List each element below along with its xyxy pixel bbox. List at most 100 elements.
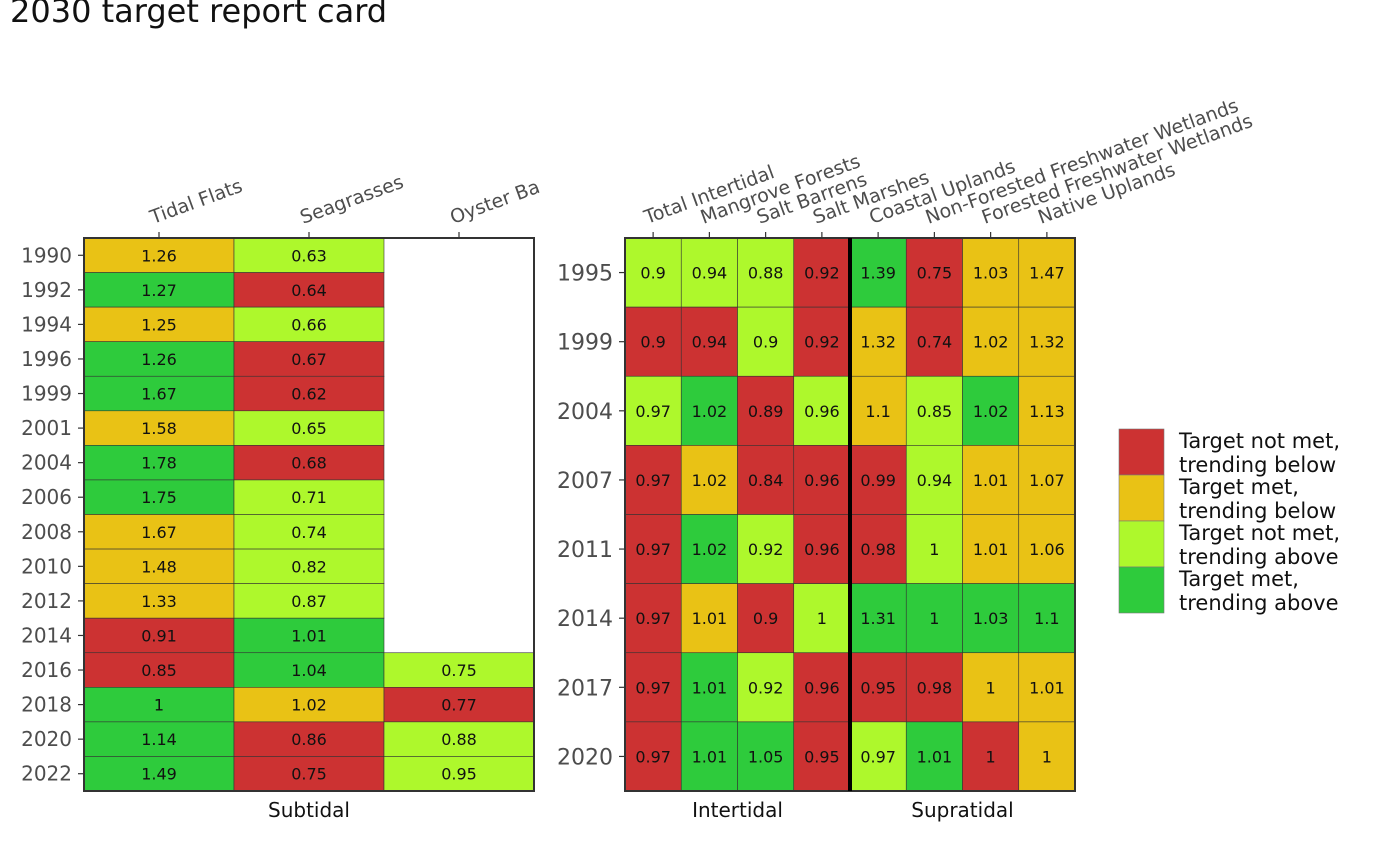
heatmap-cell xyxy=(680,652,738,723)
cell-value-label: 0.89 xyxy=(748,402,784,421)
heatmap-cell xyxy=(383,756,535,792)
heatmap-cell xyxy=(905,652,963,723)
cell-value-label: 0.92 xyxy=(748,540,784,559)
heatmap-cell xyxy=(83,721,235,757)
heatmap-cell xyxy=(962,583,1020,654)
cell-value-label: 0.97 xyxy=(635,678,671,697)
cell-value-label: 0.9 xyxy=(753,609,778,628)
cell-value-label: 1.02 xyxy=(692,471,728,490)
heatmap-cell xyxy=(905,721,963,792)
heatmap-cell xyxy=(849,445,907,515)
cell-value-label: 0.86 xyxy=(291,730,327,749)
cell-value-label: 0.94 xyxy=(917,471,953,490)
y-tick-label: 2016 xyxy=(21,658,72,682)
heatmap-cell xyxy=(793,514,851,584)
heatmap-cell xyxy=(793,652,851,723)
heatmap-cell xyxy=(233,479,385,515)
heatmap-cell xyxy=(233,756,385,792)
chart-title: 2030 target report card xyxy=(10,0,388,30)
cell-value-label: 1 xyxy=(817,609,827,628)
cell-value-label: 1.01 xyxy=(291,626,327,645)
heatmap-cell xyxy=(737,583,795,654)
cell-value-label: 0.97 xyxy=(635,402,671,421)
legend-key xyxy=(1118,520,1165,568)
heatmap-cell xyxy=(849,583,907,654)
heatmap-cell xyxy=(962,721,1020,792)
cell-value-label: 1.32 xyxy=(1029,333,1065,352)
cell-value-label: 1.1 xyxy=(865,402,890,421)
heatmap-cell xyxy=(793,583,851,654)
cell-value-label: 0.65 xyxy=(291,419,327,438)
legend-label: Target met, xyxy=(1178,475,1299,499)
y-tick-label: 2012 xyxy=(21,589,72,613)
y-tick-label: 1995 xyxy=(557,262,613,287)
heatmap-cell xyxy=(1018,514,1076,584)
cell-value-label: 0.9 xyxy=(753,333,778,352)
cell-value-label: 1.02 xyxy=(973,333,1009,352)
cell-value-label: 0.97 xyxy=(635,747,671,766)
heatmap-cell xyxy=(962,306,1020,377)
cell-value-label: 1.01 xyxy=(692,678,728,697)
y-tick-label: 2018 xyxy=(21,693,72,717)
cell-value-label: 0.75 xyxy=(917,264,953,283)
cell-value-label: 1.01 xyxy=(692,747,728,766)
cell-value-label: 1 xyxy=(154,696,164,715)
y-tick-label: 2014 xyxy=(557,607,613,632)
cell-value-label: 0.82 xyxy=(291,557,327,576)
cell-value-label: 0.74 xyxy=(917,333,953,352)
heatmap-cell xyxy=(233,375,385,412)
cell-value-label: 1.31 xyxy=(860,609,896,628)
cell-value-label: 1.01 xyxy=(917,747,953,766)
cell-value-label: 0.91 xyxy=(141,626,177,645)
cell-value-label: 0.75 xyxy=(291,765,327,784)
heatmap-cell xyxy=(680,445,738,515)
heatmap-cell xyxy=(1018,445,1076,515)
cell-value-label: 1.03 xyxy=(973,609,1009,628)
heatmap-cell xyxy=(680,375,738,446)
cell-value-label: 1 xyxy=(986,678,996,697)
legend-key xyxy=(1118,566,1165,614)
cell-value-label: 1.26 xyxy=(141,350,177,369)
heatmap-cell xyxy=(83,548,235,584)
cell-value-label: 0.96 xyxy=(804,678,840,697)
legend-label: trending above xyxy=(1179,545,1339,569)
cell-value-label: 1.48 xyxy=(141,557,177,576)
cell-value-label: 1 xyxy=(986,747,996,766)
heatmap-cell xyxy=(233,272,385,308)
heatmap-cell xyxy=(624,721,682,792)
cell-value-label: 0.97 xyxy=(635,471,671,490)
cell-value-label: 0.94 xyxy=(692,333,728,352)
cell-value-label: 0.85 xyxy=(917,402,953,421)
y-tick-label: 1999 xyxy=(557,331,613,356)
x-tick-label: Forested Freshwater Wetlands xyxy=(979,110,1256,229)
cell-value-label: 0.95 xyxy=(804,747,840,766)
cell-value-label: 0.99 xyxy=(860,471,896,490)
cell-value-label: 1.67 xyxy=(141,385,177,404)
cell-value-label: 1.02 xyxy=(973,402,1009,421)
cell-value-label: 0.84 xyxy=(748,471,784,490)
y-tick-label: 2007 xyxy=(557,469,613,494)
cell-value-label: 1 xyxy=(1042,747,1052,766)
heatmap-cell xyxy=(962,237,1020,308)
facet-label-supratidal: Supratidal xyxy=(911,798,1013,822)
cell-value-label: 1.05 xyxy=(748,747,784,766)
y-tick-label: 2010 xyxy=(21,554,72,578)
legend-label: trending above xyxy=(1179,591,1339,615)
cell-value-label: 0.95 xyxy=(441,765,477,784)
legend-label: trending below xyxy=(1179,453,1336,477)
heatmap-cell xyxy=(233,410,385,446)
y-tick-label: 2011 xyxy=(557,538,613,563)
cell-value-label: 0.96 xyxy=(804,471,840,490)
cell-value-label: 0.75 xyxy=(441,661,477,680)
cell-value-label: 1.25 xyxy=(141,315,177,334)
heatmap-cell xyxy=(962,514,1020,584)
heatmap-cell xyxy=(849,237,907,308)
heatmap-cell xyxy=(793,721,851,792)
heatmap-cell xyxy=(83,341,235,377)
heatmap-cell xyxy=(1018,721,1076,792)
cell-value-label: 1 xyxy=(929,540,939,559)
cell-value-label: 0.71 xyxy=(291,488,327,507)
cell-value-label: 1.01 xyxy=(692,609,728,628)
heatmap-cell xyxy=(905,375,963,446)
